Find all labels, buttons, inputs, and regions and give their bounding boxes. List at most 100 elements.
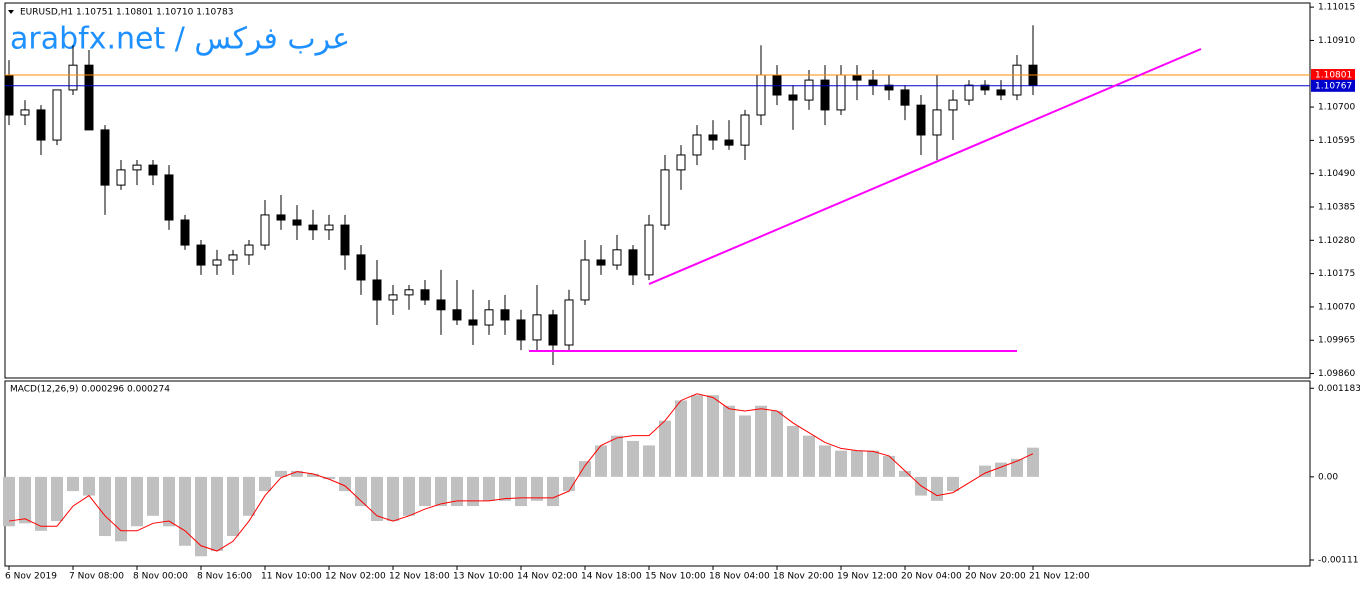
candle-body [644, 224, 654, 276]
macd-bar [739, 415, 751, 477]
macd-bar [483, 476, 495, 501]
signal-line [8, 393, 1034, 552]
x-tick-label: 21 Nov 12:00 [1029, 572, 1090, 582]
candle-body [836, 74, 846, 111]
macd-bar [707, 395, 719, 477]
macd-bar [499, 476, 511, 501]
y-tick-label: 1.10070 [1318, 302, 1355, 312]
macd-bar [547, 476, 559, 507]
macd-bar [99, 476, 111, 537]
y-tick-label: 1.10385 [1318, 202, 1355, 212]
macd-bar [227, 476, 239, 537]
candle-body [212, 259, 222, 266]
macd-title: MACD(12,26,9) 0.000296 0.000274 [10, 385, 170, 395]
candle-body [292, 219, 302, 226]
menu-arrow [8, 10, 14, 14]
y-tick-label: 1.10490 [1318, 169, 1355, 179]
macd-bar [931, 476, 943, 501]
macd-bar [867, 450, 879, 477]
candle-body [500, 309, 510, 321]
candle-body [580, 259, 590, 301]
candle-body [884, 84, 894, 91]
candle-body [20, 109, 30, 116]
watermark: arabfx.net / عرب فركس [10, 22, 350, 57]
x-tick-label: 11 Nov 10:00 [261, 572, 322, 582]
candle-body [756, 74, 766, 116]
macd-bar [51, 476, 63, 522]
x-tick-label: 18 Nov 20:00 [773, 572, 834, 582]
candle-body [244, 244, 254, 256]
macd-bar [787, 425, 799, 477]
macd-bar [803, 435, 815, 477]
y-tick-label: -0.00111 [1318, 556, 1358, 566]
macd-bar [419, 476, 431, 507]
candle-body [628, 249, 638, 276]
macd-bar [35, 476, 47, 531]
macd-bar [195, 476, 207, 557]
candle-body [260, 214, 270, 246]
x-tick-label: 8 Nov 00:00 [133, 572, 188, 582]
macd-bar [627, 440, 639, 477]
candle-body [84, 64, 94, 131]
macd-bar [147, 476, 159, 516]
macd-bar [467, 476, 479, 507]
macd-bar [1011, 458, 1023, 477]
macd-bar [371, 476, 383, 522]
candle-body [820, 79, 830, 111]
macd-bar [67, 476, 79, 492]
macd-bar [355, 476, 367, 507]
candle-body [4, 74, 14, 116]
macd-bar [163, 476, 175, 527]
price-box [1311, 79, 1355, 92]
candle-body [980, 84, 990, 91]
candle-body [708, 134, 718, 141]
macd-bar [435, 476, 447, 507]
macd-bar [835, 450, 847, 477]
x-tick-label: 20 Nov 20:00 [965, 572, 1026, 582]
candle-body [564, 299, 574, 346]
y-tick-label: 0.001183 [1318, 384, 1360, 394]
candle-body [900, 89, 910, 106]
macd-bar [979, 465, 991, 477]
y-tick-label: 1.10175 [1318, 269, 1355, 279]
y-tick-label: 1.10595 [1318, 136, 1355, 146]
candle-body [484, 309, 494, 326]
candle-body [852, 74, 862, 81]
candle-body [340, 224, 350, 256]
candle-body [372, 279, 382, 301]
candle-body [180, 219, 190, 246]
x-tick-label: 14 Nov 02:00 [517, 572, 578, 582]
candle-body [964, 84, 974, 101]
x-tick-label: 18 Nov 04:00 [709, 572, 770, 582]
y-tick-label: 1.10280 [1318, 236, 1355, 246]
candle-body [660, 169, 670, 226]
y-tick-label: 0.00 [1318, 472, 1338, 482]
macd-bar [755, 405, 767, 477]
candle-body [116, 169, 126, 186]
y-tick-label: 1.10700 [1318, 103, 1355, 113]
x-tick-label: 12 Nov 02:00 [325, 572, 386, 582]
candle-body [356, 254, 366, 281]
candle-body [404, 289, 414, 296]
price-box-label: 1.10801 [1315, 71, 1352, 81]
macd-bar [83, 476, 95, 496]
macd-bar [131, 476, 143, 527]
candle-body [420, 289, 430, 301]
macd-bar [579, 461, 591, 477]
macd-bar [899, 470, 911, 477]
macd-bar [947, 476, 959, 492]
candle-body [916, 104, 926, 136]
macd-bar [339, 476, 351, 492]
candle-body [548, 314, 558, 346]
candle-body [148, 164, 158, 176]
y-tick-label: 1.11015 [1318, 3, 1355, 13]
candle-body [52, 89, 62, 141]
macd-bar [1027, 447, 1039, 477]
candle-body [164, 174, 174, 221]
macd-bar [611, 435, 623, 477]
x-tick-label: 7 Nov 08:00 [69, 572, 124, 582]
candle-body [676, 154, 686, 171]
candle-body [788, 94, 798, 101]
trend-line [648, 48, 1202, 286]
